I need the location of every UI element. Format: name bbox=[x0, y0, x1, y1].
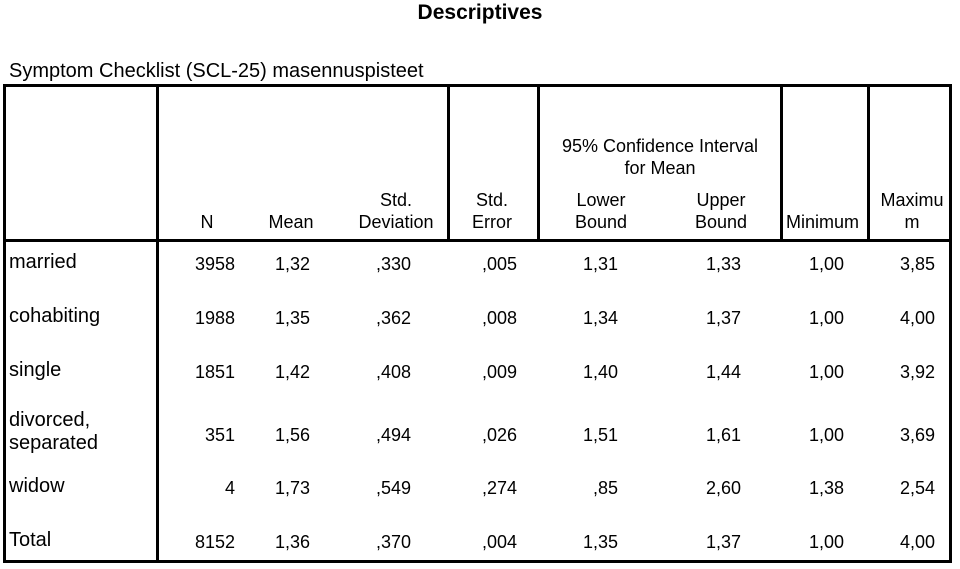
cell-mean: 1,32 bbox=[274, 254, 310, 274]
row-label: divorced, bbox=[9, 409, 91, 431]
cell-n: 8152 bbox=[194, 532, 235, 552]
header-std-deviation-1: Std. bbox=[379, 190, 413, 210]
cell-std-deviation: ,494 bbox=[375, 425, 411, 445]
cell-minimum: 1,00 bbox=[808, 425, 844, 445]
cell-std-error: ,274 bbox=[481, 478, 517, 498]
cell-lower-bound: 1,40 bbox=[582, 362, 618, 382]
header-std-deviation-2: Deviation bbox=[358, 212, 434, 232]
cell-upper-bound: 1,37 bbox=[705, 532, 741, 552]
col-divider bbox=[156, 87, 159, 560]
cell-maximum: 4,00 bbox=[899, 308, 935, 328]
header-divider bbox=[6, 239, 949, 242]
cell-n: 3958 bbox=[194, 254, 235, 274]
cell-lower-bound: 1,31 bbox=[582, 254, 618, 274]
header-std-error-1: Std. bbox=[475, 190, 509, 210]
cell-std-error: ,009 bbox=[481, 362, 517, 382]
cell-lower-bound: ,85 bbox=[592, 478, 618, 498]
cell-upper-bound: 1,37 bbox=[705, 308, 741, 328]
cell-mean: 1,42 bbox=[274, 362, 310, 382]
cell-lower-bound: 1,51 bbox=[582, 425, 618, 445]
cell-lower-bound: 1,34 bbox=[582, 308, 618, 328]
cell-mean: 1,35 bbox=[274, 308, 310, 328]
row-label: cohabiting bbox=[9, 305, 101, 327]
header-n: N bbox=[200, 212, 214, 232]
cell-upper-bound: 1,33 bbox=[705, 254, 741, 274]
cell-std-deviation: ,330 bbox=[375, 254, 411, 274]
row-label: married bbox=[9, 251, 77, 273]
header-mean: Mean bbox=[268, 212, 314, 232]
header-maximum-2: m bbox=[904, 212, 920, 232]
row-label: single bbox=[9, 359, 62, 381]
row-label: widow bbox=[9, 475, 65, 497]
header-lower-bound-1: Lower bbox=[576, 190, 626, 210]
row-label: Total bbox=[9, 529, 52, 551]
cell-n: 4 bbox=[224, 478, 235, 498]
cell-mean: 1,73 bbox=[274, 478, 310, 498]
header-maximum-1: Maximu bbox=[880, 190, 944, 210]
cell-upper-bound: 1,44 bbox=[705, 362, 741, 382]
cell-std-error: ,026 bbox=[481, 425, 517, 445]
col-divider bbox=[867, 87, 870, 239]
cell-upper-bound: 1,61 bbox=[705, 425, 741, 445]
cell-std-error: ,005 bbox=[481, 254, 517, 274]
cell-n: 1851 bbox=[194, 362, 235, 382]
cell-maximum: 2,54 bbox=[899, 478, 935, 498]
header-std-error-2: Error bbox=[472, 212, 512, 232]
cell-std-deviation: ,362 bbox=[375, 308, 411, 328]
cell-n: 1988 bbox=[194, 308, 235, 328]
cell-std-error: ,004 bbox=[481, 532, 517, 552]
cell-minimum: 1,00 bbox=[808, 254, 844, 274]
col-divider bbox=[537, 87, 540, 239]
cell-std-deviation: ,370 bbox=[375, 532, 411, 552]
row-label-line2: separated bbox=[9, 432, 98, 454]
cell-maximum: 3,85 bbox=[899, 254, 935, 274]
cell-minimum: 1,00 bbox=[808, 362, 844, 382]
header-upper-bound-2: Bound bbox=[694, 212, 748, 232]
cell-minimum: 1,00 bbox=[808, 308, 844, 328]
cell-std-deviation: ,408 bbox=[375, 362, 411, 382]
col-divider bbox=[780, 87, 783, 239]
header-ci-2: for Mean bbox=[624, 158, 696, 178]
header-upper-bound-1: Upper bbox=[696, 190, 746, 210]
cell-maximum: 4,00 bbox=[899, 532, 935, 552]
cell-std-deviation: ,549 bbox=[375, 478, 411, 498]
descriptives-table: N Mean Std. Deviation Std. Error 95% Con… bbox=[3, 84, 952, 563]
cell-upper-bound: 2,60 bbox=[705, 478, 741, 498]
table-subtitle: Symptom Checklist (SCL-25) masennuspiste… bbox=[9, 60, 424, 82]
page-title: Descriptives bbox=[417, 1, 543, 24]
header-ci-1: 95% Confidence Interval bbox=[561, 136, 759, 156]
cell-n: 351 bbox=[204, 425, 235, 445]
cell-minimum: 1,38 bbox=[808, 478, 844, 498]
cell-std-error: ,008 bbox=[481, 308, 517, 328]
cell-lower-bound: 1,35 bbox=[582, 532, 618, 552]
cell-maximum: 3,92 bbox=[899, 362, 935, 382]
col-divider bbox=[447, 87, 450, 239]
header-lower-bound-2: Bound bbox=[574, 212, 628, 232]
cell-mean: 1,36 bbox=[274, 532, 310, 552]
cell-minimum: 1,00 bbox=[808, 532, 844, 552]
header-minimum: Minimum bbox=[786, 212, 860, 232]
cell-mean: 1,56 bbox=[274, 425, 310, 445]
cell-maximum: 3,69 bbox=[899, 425, 935, 445]
